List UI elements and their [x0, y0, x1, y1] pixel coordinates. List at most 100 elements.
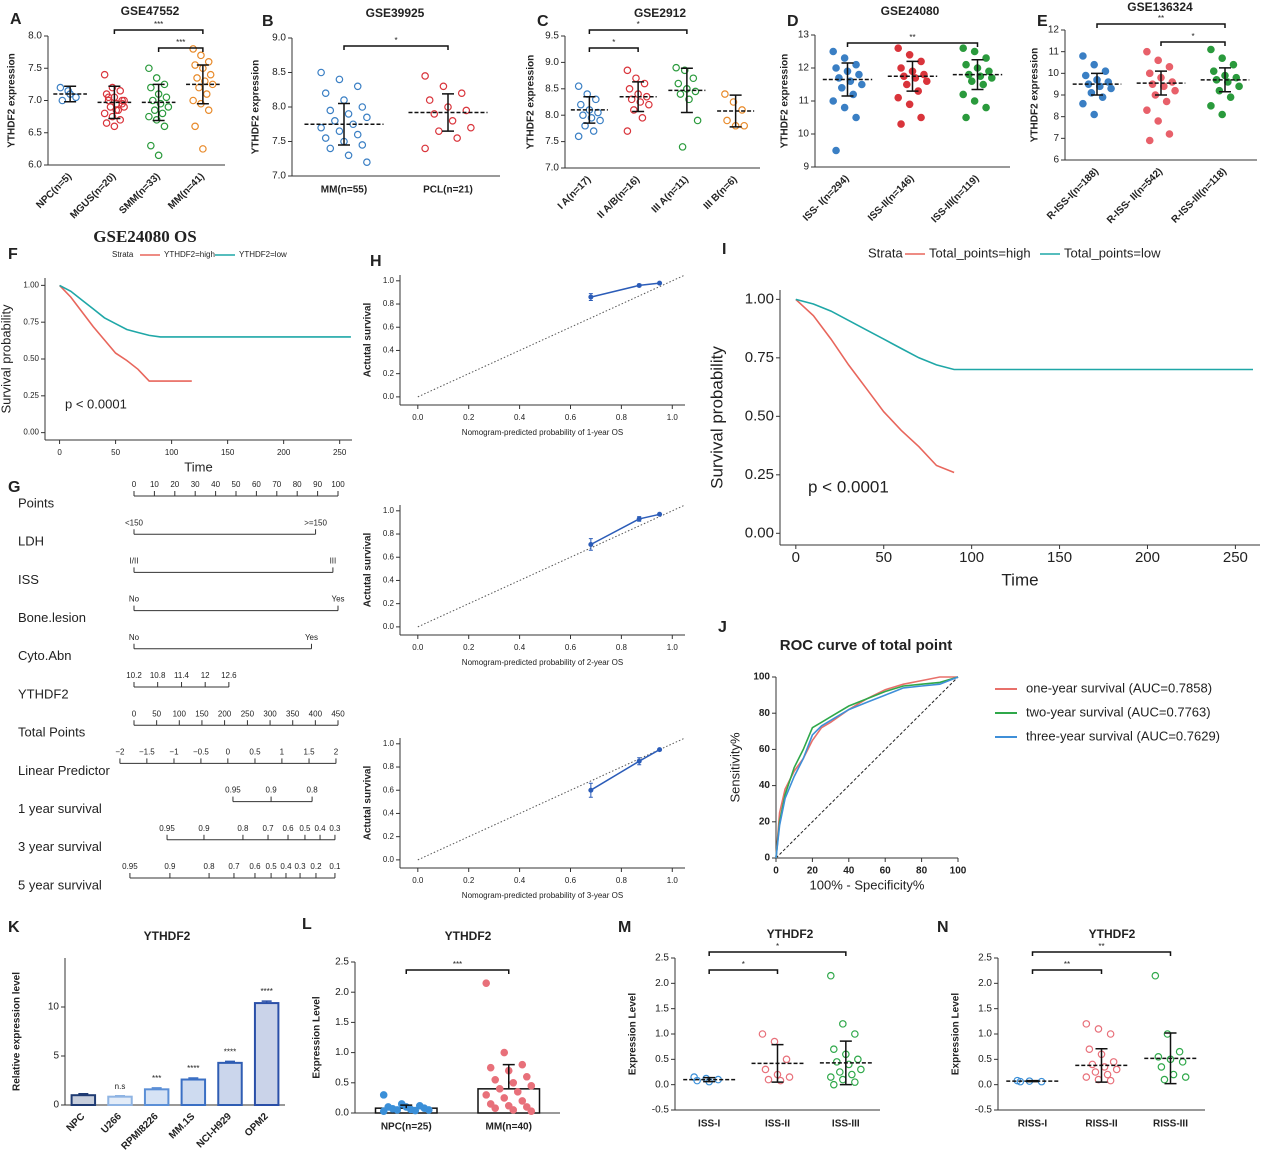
- row-label: ISS: [18, 572, 39, 587]
- row-tick-label: No: [129, 595, 140, 604]
- data-point: [632, 74, 640, 83]
- row-tick-label: 30: [191, 480, 200, 489]
- significance-bracket: [1031, 969, 1103, 974]
- error-bar: [78, 1092, 89, 1096]
- y-tick-label: 1.5: [978, 1003, 992, 1014]
- y-tick-label: 1.5: [655, 1003, 669, 1014]
- data-point: [482, 1091, 491, 1099]
- panel-letter: E: [1037, 13, 1048, 30]
- data-point: [1103, 1070, 1112, 1079]
- data-point: [691, 87, 700, 96]
- data-point: [527, 1107, 536, 1115]
- data-point: [826, 971, 835, 980]
- data-point: [902, 80, 911, 89]
- data-point: [729, 98, 738, 106]
- data-point: [857, 1065, 865, 1074]
- significance-label: ***: [453, 960, 462, 969]
- panel-letter: B: [262, 13, 274, 30]
- row-tick-label: 12.6: [221, 671, 237, 680]
- data-point: [839, 1075, 847, 1084]
- row-tick-label: 0.95: [122, 862, 138, 871]
- y-tick-label: 1.00: [745, 290, 774, 307]
- data-point: [421, 144, 429, 153]
- data-point: [1151, 971, 1160, 980]
- data-point: [379, 1091, 388, 1099]
- data-point: [982, 54, 990, 62]
- legend-title: Strata: [868, 245, 903, 260]
- data-point: [1106, 1076, 1115, 1085]
- y-tick-label: 7.0: [272, 171, 286, 182]
- data-point: [640, 79, 649, 88]
- x-tick-label: 0.6: [565, 876, 577, 885]
- row-tick-label: 10.8: [150, 671, 166, 680]
- y-axis-label: Survival probability: [707, 346, 726, 489]
- y-tick-label: 0.0: [383, 855, 395, 864]
- x-tick-label: ISS- I(n=294): [801, 173, 851, 223]
- row-tick-label: 0.9: [164, 862, 176, 871]
- y-tick-label: 0.75: [23, 317, 39, 326]
- data-point: [1081, 71, 1090, 80]
- x-tick-label: 0.0: [412, 643, 424, 652]
- x-tick-label: 0: [773, 866, 779, 877]
- y-tick-label: -0.5: [652, 1105, 670, 1116]
- x-tick-label: ISS-II(n=146): [866, 173, 916, 223]
- y-tick-label: 0: [764, 853, 770, 864]
- data-point: [344, 110, 353, 118]
- data-point: [1157, 1063, 1166, 1071]
- data-point: [425, 96, 434, 104]
- data-point: [321, 89, 330, 98]
- x-tick-label: MM.1S: [167, 1111, 197, 1141]
- y-tick-label: 7.5: [272, 136, 286, 147]
- row-tick-label: 0.1: [329, 862, 341, 871]
- panel-letter: D: [787, 13, 799, 30]
- x-tick-label: 0.4: [514, 643, 526, 652]
- y-axis-label: YTHDF2 expression: [780, 54, 791, 148]
- y-tick-label: 12: [1048, 25, 1060, 36]
- y-tick-label: 6.5: [28, 127, 42, 138]
- x-tick-label: 0.4: [514, 876, 526, 885]
- data-point: [678, 143, 687, 151]
- data-point: [1209, 67, 1218, 75]
- y-tick-label: 9: [803, 162, 809, 173]
- y-tick-label: 7: [1053, 133, 1059, 144]
- y-tick-label: 7.0: [28, 95, 42, 106]
- row-tick-label: 0.3: [329, 824, 341, 833]
- row-tick-label: 200: [218, 709, 232, 718]
- data-point: [596, 116, 604, 125]
- data-point: [500, 1048, 509, 1057]
- y-tick-label: 0.4: [383, 576, 395, 585]
- data-point: [589, 127, 598, 135]
- x-axis-label: 100% - Specificity%: [810, 877, 925, 892]
- data-point: [379, 1107, 388, 1115]
- y-tick-label: 2.0: [335, 987, 349, 998]
- data-point: [894, 93, 903, 102]
- x-tick-label: RPMI8226: [119, 1111, 160, 1152]
- data-point: [574, 82, 583, 90]
- data-point: [344, 151, 353, 160]
- significance-label: n.s: [115, 1082, 126, 1091]
- panel-letter: I: [722, 241, 726, 258]
- data-point: [852, 60, 860, 69]
- panel-letter: G: [8, 479, 20, 496]
- survival-curve: [795, 298, 1253, 371]
- data-point: [1171, 86, 1179, 95]
- p-value: p < 0.0001: [65, 396, 127, 411]
- data-point: [335, 75, 344, 84]
- data-point: [363, 113, 371, 122]
- data-point: [326, 144, 335, 153]
- data-point: [721, 90, 729, 98]
- data-point: [108, 112, 117, 121]
- data-point: [832, 64, 840, 72]
- data-point: [491, 1104, 500, 1112]
- data-point: [1175, 1047, 1184, 1056]
- y-tick-label: 2.5: [978, 953, 992, 964]
- data-point: [353, 130, 362, 139]
- y-tick-label: 0.8: [383, 529, 395, 538]
- x-tick-label: 100: [950, 866, 967, 877]
- data-point: [905, 50, 914, 59]
- x-tick-label: MM(n=41): [166, 171, 207, 212]
- data-point: [897, 64, 905, 72]
- data-point: [1169, 1070, 1178, 1079]
- row-tick-label: 40: [211, 480, 220, 489]
- data-point: [852, 113, 860, 122]
